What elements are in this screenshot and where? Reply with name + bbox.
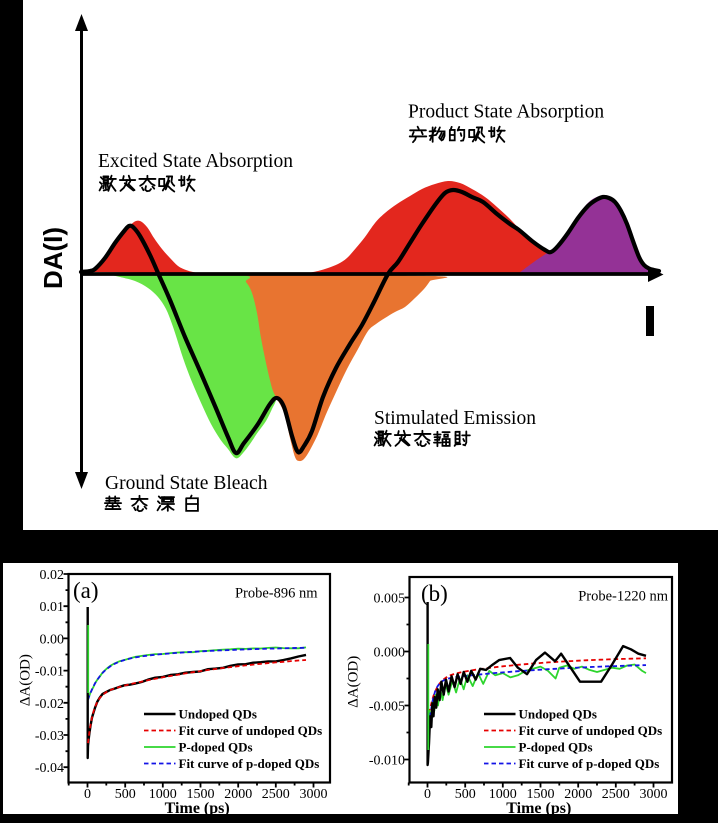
svg-text:2500: 2500 (602, 787, 630, 802)
svg-text:(b): (b) (421, 581, 448, 606)
svg-text:Probe-896 nm: Probe-896 nm (235, 586, 318, 602)
svg-text:500: 500 (115, 787, 136, 802)
svg-text:Fit curve of p-doped QDs: Fit curve of p-doped QDs (519, 756, 660, 771)
svg-text:0.00: 0.00 (40, 632, 65, 647)
svg-text:0: 0 (84, 787, 91, 802)
svg-text:2000: 2000 (564, 787, 592, 802)
svg-text:0.005: 0.005 (374, 592, 406, 607)
svg-text:0.02: 0.02 (40, 568, 65, 583)
svg-text:500: 500 (455, 787, 476, 802)
svg-text:Time (ps): Time (ps) (506, 800, 571, 817)
svg-text:Product State Absorption: Product State Absorption (408, 102, 604, 123)
svg-text:Time (ps): Time (ps) (165, 800, 230, 817)
svg-text:-0.005: -0.005 (369, 700, 405, 715)
svg-text:Stimulated Emission: Stimulated Emission (374, 408, 536, 429)
svg-text:3000: 3000 (640, 787, 668, 802)
svg-text:Probe-1220 nm: Probe-1220 nm (578, 589, 669, 605)
svg-text:1000: 1000 (489, 787, 517, 802)
svg-text:-0.02: -0.02 (35, 697, 64, 712)
svg-text:2500: 2500 (262, 787, 290, 802)
svg-text:Fit curve of p-doped QDs: Fit curve of p-doped QDs (179, 756, 320, 771)
svg-text:ΔA(OD): ΔA(OD) (346, 656, 362, 708)
svg-text:-0.04: -0.04 (35, 761, 64, 776)
svg-text:Undoped QDs: Undoped QDs (179, 707, 257, 722)
svg-text:3000: 3000 (300, 787, 328, 802)
svg-text:Fit curve of undoped QDs: Fit curve of undoped QDs (179, 723, 323, 738)
svg-text:(a): (a) (73, 578, 99, 603)
svg-text:1500: 1500 (187, 787, 215, 802)
svg-text:0.000: 0.000 (374, 646, 406, 661)
svg-text:Undoped QDs: Undoped QDs (519, 707, 597, 722)
svg-text:DA(I): DA(I) (38, 227, 68, 289)
svg-text:P-doped QDs: P-doped QDs (179, 740, 253, 755)
svg-text:ΔA(OD): ΔA(OD) (18, 654, 34, 706)
svg-text:-0.010: -0.010 (369, 754, 405, 769)
svg-text:-0.03: -0.03 (35, 729, 64, 744)
svg-text:0: 0 (424, 787, 431, 802)
svg-text:1500: 1500 (527, 787, 555, 802)
svg-text:-0.01: -0.01 (35, 665, 64, 680)
svg-text:2000: 2000 (224, 787, 252, 802)
svg-text:Ground State Bleach: Ground State Bleach (105, 473, 268, 494)
svg-text:1000: 1000 (149, 787, 177, 802)
svg-text:P-doped QDs: P-doped QDs (519, 740, 593, 755)
svg-text:Fit curve of undoped QDs: Fit curve of undoped QDs (519, 723, 663, 738)
svg-text:0.01: 0.01 (40, 600, 65, 615)
svg-text:Excited State Absorption: Excited State Absorption (98, 151, 293, 172)
